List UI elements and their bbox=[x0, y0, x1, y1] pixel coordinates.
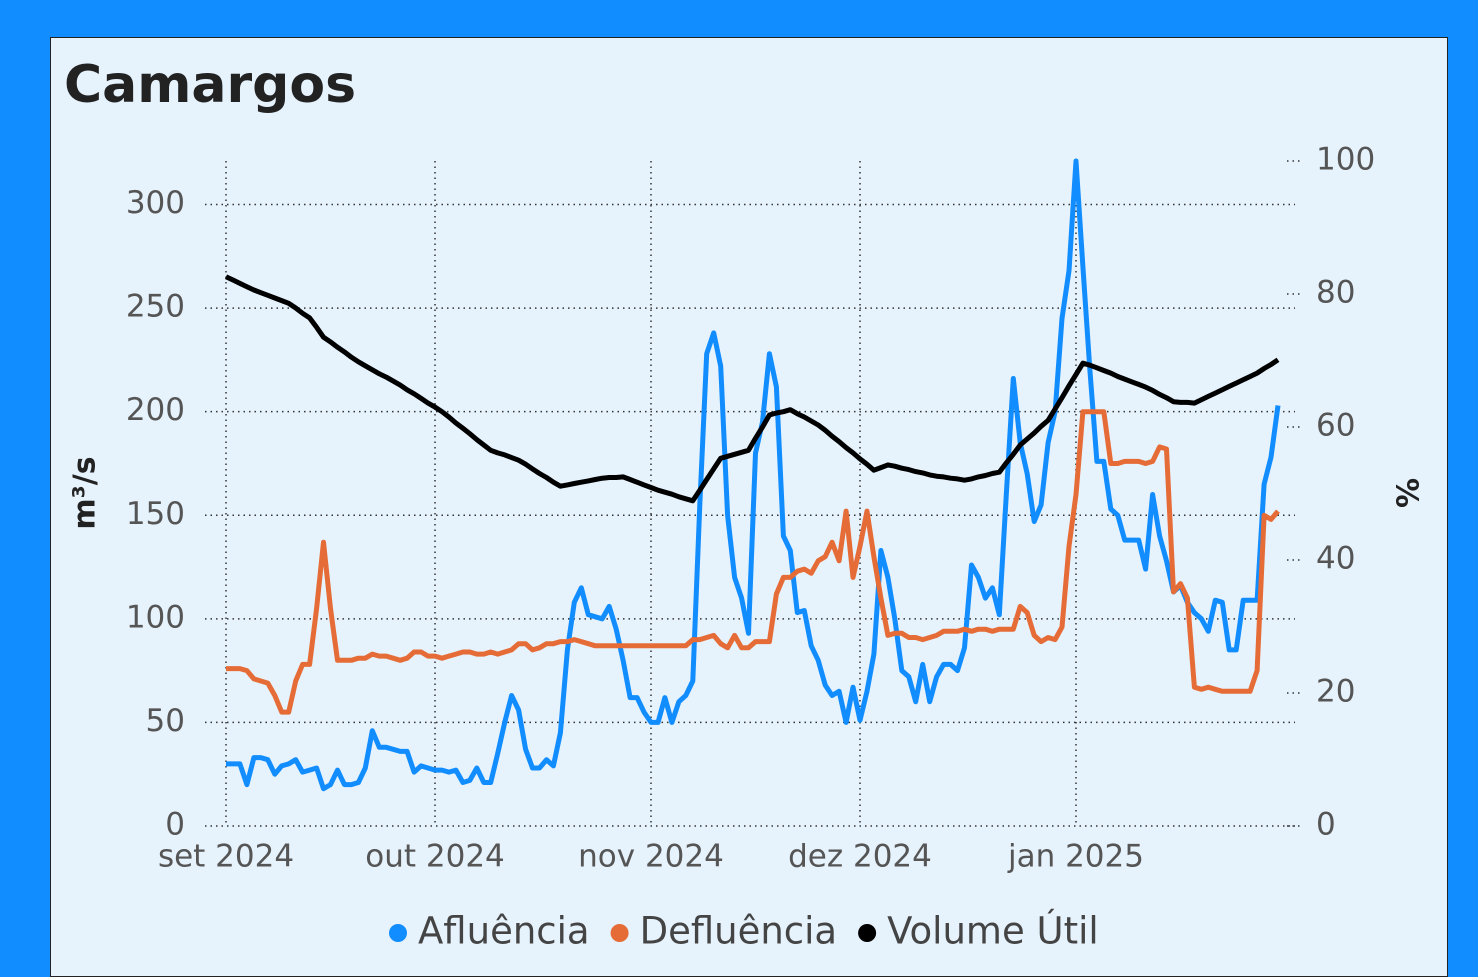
series-line bbox=[226, 409, 1280, 715]
y-tick-label: 0 bbox=[165, 807, 185, 843]
legend-marker bbox=[610, 924, 629, 942]
y-axis-title: m³/s bbox=[68, 456, 103, 529]
x-tick-label: jan 2025 bbox=[1007, 839, 1144, 875]
y-tick-label: 250 bbox=[126, 289, 185, 325]
y2-axis-title: % bbox=[1392, 478, 1427, 508]
y-tick-label: 200 bbox=[126, 392, 185, 428]
panel bbox=[50, 37, 1448, 977]
legend-label: Volume Útil bbox=[887, 909, 1099, 953]
legend-marker bbox=[858, 924, 877, 942]
y2-tick-label: 100 bbox=[1316, 142, 1375, 178]
y2-tick-label: 0 bbox=[1316, 807, 1336, 843]
y2-tick-label: 60 bbox=[1316, 408, 1355, 444]
x-tick-label: out 2024 bbox=[365, 839, 505, 875]
y-tick-label: 300 bbox=[126, 185, 185, 221]
series-line bbox=[224, 274, 1280, 504]
chart-title: Camargos bbox=[64, 55, 356, 115]
y2-tick-label: 80 bbox=[1316, 275, 1355, 311]
x-tick-label: dez 2024 bbox=[788, 839, 932, 875]
y-tick-label: 50 bbox=[146, 703, 185, 739]
x-tick-label: set 2024 bbox=[158, 839, 294, 875]
series-line bbox=[226, 158, 1281, 792]
x-tick-label: nov 2024 bbox=[578, 839, 724, 875]
y-tick-label: 100 bbox=[126, 599, 185, 635]
legend-label: Afluência bbox=[418, 910, 590, 953]
legend-label: Defluência bbox=[640, 910, 838, 953]
y2-tick-label: 20 bbox=[1316, 674, 1355, 710]
y-tick-label: 150 bbox=[126, 496, 185, 532]
legend-marker bbox=[389, 924, 407, 942]
y2-tick-label: 40 bbox=[1316, 541, 1355, 577]
